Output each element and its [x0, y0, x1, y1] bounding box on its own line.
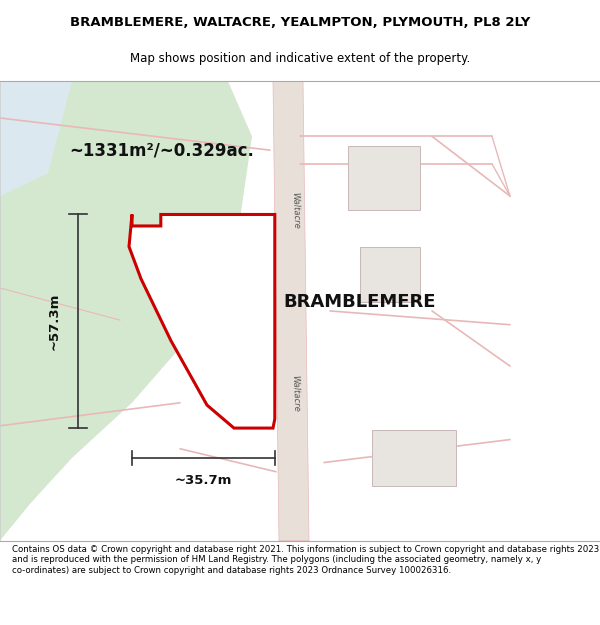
Text: BRAMBLEMERE, WALTACRE, YEALMPTON, PLYMOUTH, PL8 2LY: BRAMBLEMERE, WALTACRE, YEALMPTON, PLYMOU… — [70, 16, 530, 29]
Polygon shape — [0, 81, 72, 196]
Text: ~57.3m: ~57.3m — [47, 292, 61, 350]
Bar — [360, 247, 420, 302]
Polygon shape — [273, 81, 309, 541]
Text: Contains OS data © Crown copyright and database right 2021. This information is : Contains OS data © Crown copyright and d… — [12, 545, 599, 574]
Bar — [348, 146, 420, 210]
Polygon shape — [129, 214, 275, 428]
Text: BRAMBLEMERE: BRAMBLEMERE — [284, 292, 436, 311]
Text: ~1331m²/~0.329ac.: ~1331m²/~0.329ac. — [70, 141, 254, 159]
Bar — [372, 431, 456, 486]
Text: Map shows position and indicative extent of the property.: Map shows position and indicative extent… — [130, 52, 470, 65]
Polygon shape — [0, 81, 252, 541]
Text: Waltacre: Waltacre — [290, 375, 301, 413]
Text: Waltacre: Waltacre — [290, 191, 301, 229]
Text: ~35.7m: ~35.7m — [175, 474, 232, 488]
Bar — [183, 242, 243, 302]
